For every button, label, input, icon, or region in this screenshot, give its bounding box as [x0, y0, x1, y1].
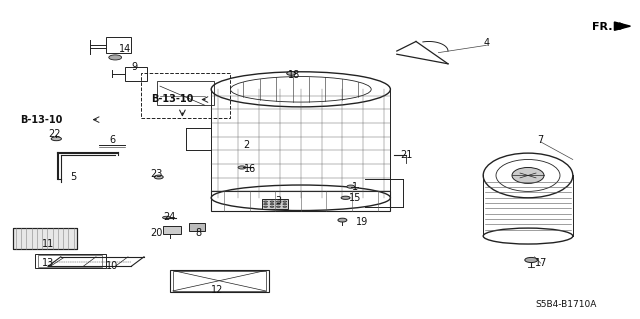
Ellipse shape [163, 216, 170, 219]
Text: 10: 10 [106, 261, 118, 271]
Text: S5B4-B1710A: S5B4-B1710A [536, 300, 597, 308]
Ellipse shape [347, 185, 355, 188]
Ellipse shape [270, 206, 274, 207]
Ellipse shape [51, 137, 61, 141]
Bar [106, 37, 131, 53]
Ellipse shape [276, 204, 280, 205]
Text: 3: 3 [275, 196, 282, 206]
Text: 12: 12 [211, 285, 224, 295]
Ellipse shape [287, 71, 296, 75]
Bar [13, 228, 77, 249]
Ellipse shape [270, 204, 274, 205]
Ellipse shape [270, 201, 274, 202]
Text: 15: 15 [349, 193, 362, 203]
Ellipse shape [338, 218, 347, 222]
Text: 17: 17 [534, 258, 547, 268]
Text: 6: 6 [109, 135, 115, 145]
Bar [13, 228, 77, 249]
Text: 16: 16 [243, 164, 256, 174]
Text: 7: 7 [538, 135, 544, 145]
Ellipse shape [238, 166, 246, 169]
Text: 13: 13 [42, 258, 54, 268]
Polygon shape [614, 22, 630, 30]
Bar [262, 199, 288, 209]
Bar [38, 255, 102, 267]
Text: 8: 8 [195, 228, 202, 238]
Bar [157, 81, 214, 105]
Text: 22: 22 [48, 129, 61, 139]
Text: B-13-10: B-13-10 [20, 115, 63, 125]
Text: 24: 24 [163, 212, 176, 222]
Text: 20: 20 [150, 228, 163, 238]
Ellipse shape [276, 201, 280, 202]
Bar [163, 226, 181, 234]
Text: 9: 9 [131, 62, 138, 72]
Bar [189, 223, 205, 231]
Ellipse shape [264, 204, 268, 205]
Text: 23: 23 [150, 169, 163, 179]
Bar [125, 67, 147, 81]
Ellipse shape [525, 257, 538, 263]
Text: 2: 2 [243, 140, 250, 150]
Ellipse shape [341, 196, 350, 199]
Ellipse shape [283, 201, 287, 202]
Text: 4: 4 [483, 38, 490, 48]
Bar [35, 254, 106, 268]
Text: 14: 14 [118, 44, 131, 55]
Bar [211, 191, 390, 211]
Text: 11: 11 [42, 239, 54, 249]
Text: 5: 5 [70, 172, 77, 182]
Ellipse shape [276, 206, 280, 207]
Ellipse shape [283, 206, 287, 207]
Ellipse shape [264, 206, 268, 207]
Text: 1: 1 [352, 182, 358, 192]
Bar [173, 271, 266, 291]
Ellipse shape [512, 167, 544, 183]
Text: FR.: FR. [592, 22, 612, 32]
Text: 18: 18 [288, 70, 301, 80]
Text: 21: 21 [400, 150, 413, 160]
Ellipse shape [264, 201, 268, 202]
Ellipse shape [283, 204, 287, 205]
Text: 19: 19 [355, 217, 368, 227]
Text: B-13-10: B-13-10 [152, 94, 194, 104]
Bar [170, 270, 269, 292]
Ellipse shape [109, 55, 122, 60]
Bar [141, 73, 230, 118]
Ellipse shape [154, 175, 163, 179]
